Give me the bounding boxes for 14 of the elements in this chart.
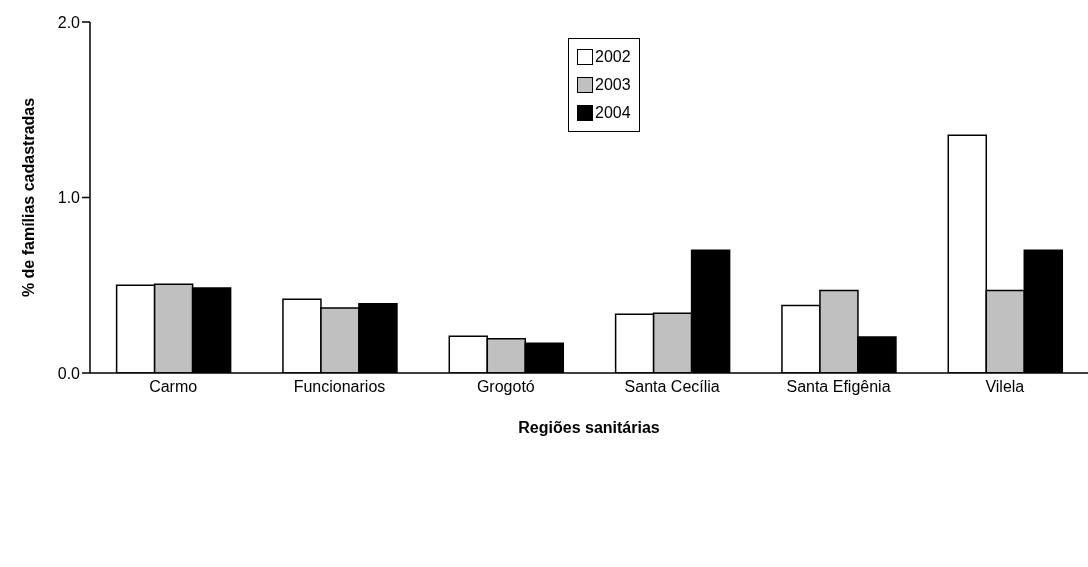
x-axis-title: Regiões sanitárias bbox=[518, 419, 660, 436]
x-tick-label: Funcionarios bbox=[293, 378, 386, 396]
y-axis-title: % de famílias cadastradas bbox=[19, 97, 37, 298]
y-tick-label: 1.0 bbox=[57, 189, 81, 207]
legend-label: 2004 bbox=[595, 104, 631, 122]
x-tick-label: Vilela bbox=[985, 378, 1025, 396]
y-tick-label: 2.0 bbox=[57, 13, 81, 31]
legend-label: 2003 bbox=[595, 76, 631, 94]
x-tick-label: Carmo bbox=[149, 378, 198, 396]
x-tick-label: Grogotó bbox=[476, 378, 535, 396]
x-tick-label: Santa Cecília bbox=[624, 378, 720, 396]
y-tick-label: 0.0 bbox=[57, 364, 81, 382]
x-tick-label: Santa Efigênia bbox=[786, 378, 891, 396]
legend-label: 2002 bbox=[595, 48, 631, 66]
